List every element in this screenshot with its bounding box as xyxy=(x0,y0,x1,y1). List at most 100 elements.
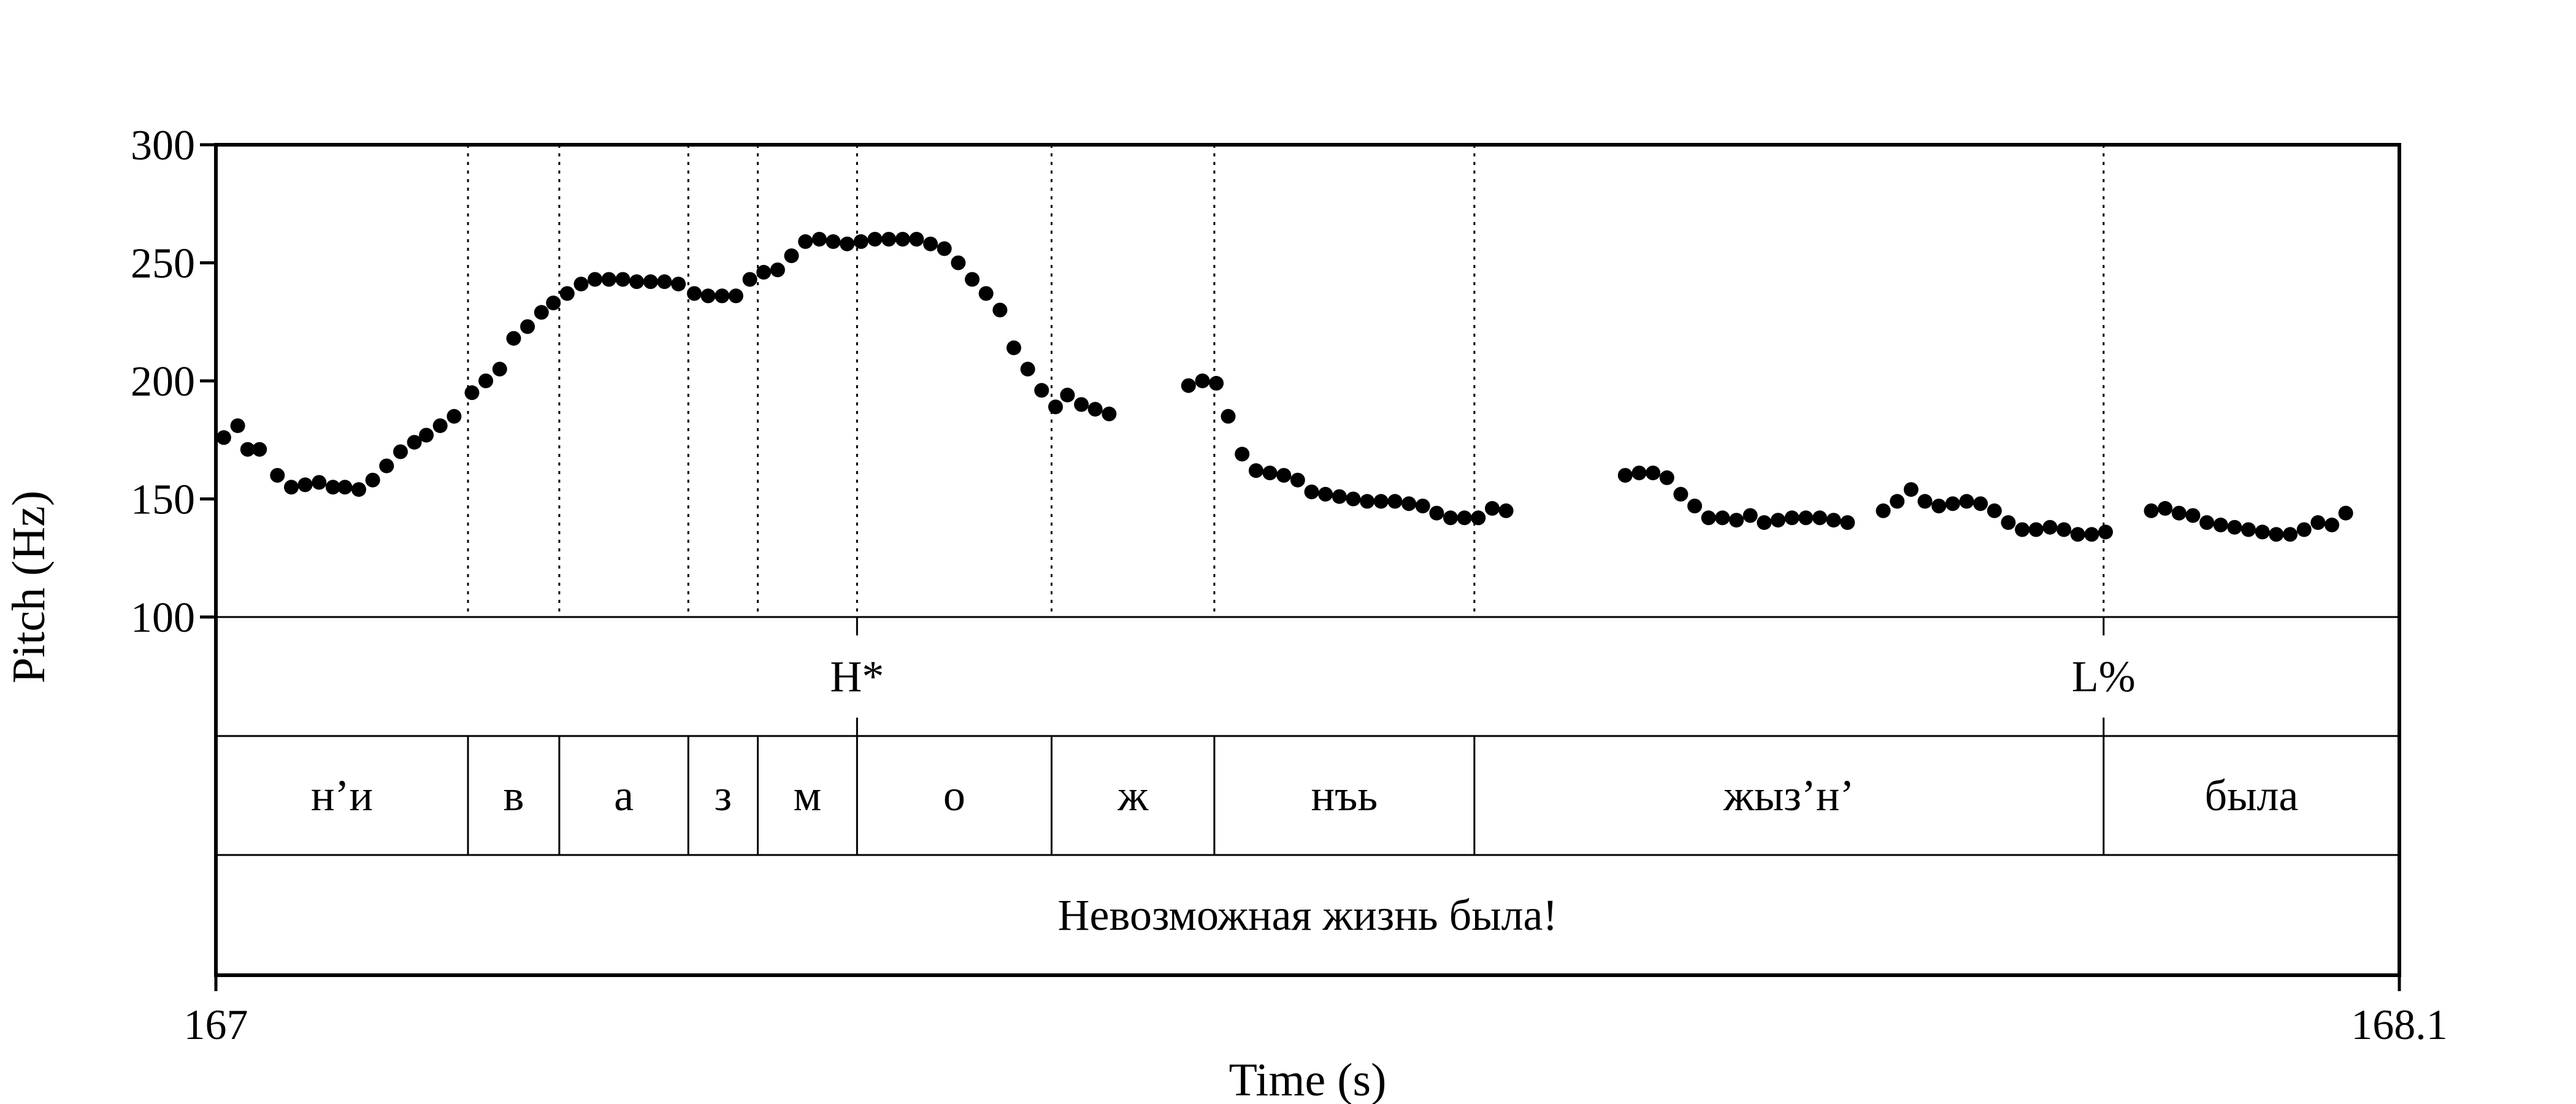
tone-label: H* xyxy=(830,652,884,701)
pitch-point xyxy=(2213,517,2228,532)
pitch-point xyxy=(1457,510,1472,526)
pitch-point xyxy=(2171,505,2187,521)
pitch-point xyxy=(1729,513,1744,528)
pitch-point xyxy=(407,435,422,450)
pitch-point xyxy=(2015,522,2030,537)
pitch-point xyxy=(1318,486,1333,502)
plot-frame xyxy=(214,143,2401,977)
pitch-point xyxy=(643,274,658,289)
segment-label: нъь xyxy=(1311,771,1378,820)
pitch-point xyxy=(1771,513,1785,528)
pitch-point xyxy=(1074,397,1089,412)
pitch-point xyxy=(1290,472,1305,488)
pitch-point xyxy=(2227,519,2242,535)
pitch-point xyxy=(937,241,952,256)
pitch-point xyxy=(492,361,507,377)
pitch-point xyxy=(2283,527,2298,542)
pitch-point xyxy=(297,477,313,493)
pitch-point xyxy=(1102,406,1117,421)
y-tick-label: 200 xyxy=(131,358,195,405)
pitch-point xyxy=(2241,522,2256,537)
pitch-point xyxy=(1917,494,1933,509)
pitch-point xyxy=(588,272,603,287)
pitch-point xyxy=(923,236,938,251)
pitch-point xyxy=(1181,378,1196,393)
pitch-point xyxy=(1812,510,1827,526)
x-tick-label: 167 xyxy=(184,1002,248,1049)
pitch-point xyxy=(464,385,480,401)
pitch-point xyxy=(534,305,549,320)
pitch-point xyxy=(1221,408,1236,424)
segment-label: в xyxy=(503,771,524,820)
pitch-point xyxy=(1931,499,1947,513)
y-tick-label: 300 xyxy=(131,122,195,169)
y-tick-label: 100 xyxy=(131,594,195,642)
pitch-point xyxy=(2098,524,2113,540)
pitch-point xyxy=(881,232,897,247)
pitch-point xyxy=(992,302,1008,318)
pitch-point xyxy=(1973,496,1988,512)
pitch-point xyxy=(506,331,521,346)
pitch-point xyxy=(811,232,827,247)
y-tick-label: 150 xyxy=(131,477,195,524)
pitch-point xyxy=(1959,494,1974,509)
pitch-point xyxy=(742,272,757,287)
pitch-point xyxy=(700,288,716,304)
pitch-point xyxy=(629,274,645,289)
pitch-point xyxy=(1757,515,1772,530)
segment-label: а xyxy=(614,771,634,820)
pitch-point xyxy=(784,248,799,263)
segment-label: з xyxy=(715,771,732,820)
segment-label: ж xyxy=(1117,771,1149,820)
pitch-point xyxy=(2338,505,2353,521)
pitch-point xyxy=(1498,503,1514,518)
pitch-point xyxy=(615,272,631,287)
tone-label: L% xyxy=(2072,652,2136,701)
segment-label: о xyxy=(943,771,965,820)
pitch-point xyxy=(951,255,966,270)
pitch-point xyxy=(2269,527,2284,542)
pitch-point xyxy=(1195,374,1210,388)
pitch-point xyxy=(1429,505,1444,521)
pitch-point xyxy=(478,374,494,388)
pitch-point xyxy=(1701,510,1716,526)
pitch-point xyxy=(312,475,327,490)
pitch-point xyxy=(1048,399,1063,415)
pitch-point xyxy=(1631,466,1647,481)
pitch-point xyxy=(325,480,340,495)
x-axis: 167 168.1 xyxy=(184,975,2448,1049)
pitch-point xyxy=(1373,494,1389,509)
pitch-point xyxy=(284,480,299,495)
pitch-point xyxy=(230,418,245,434)
pitch-point xyxy=(1876,503,1891,518)
y-tick-label: 250 xyxy=(131,240,195,288)
segment-label: была xyxy=(2204,771,2298,820)
pitch-point xyxy=(2057,522,2072,537)
pitch-point xyxy=(1235,447,1250,462)
pitch-point xyxy=(1020,361,1035,377)
pitch-point xyxy=(1840,515,1855,530)
pitch-point xyxy=(1360,494,1375,509)
segment-label: м xyxy=(794,771,822,820)
pitch-point xyxy=(559,286,575,301)
pitch-point xyxy=(1387,494,1403,509)
pitch-point xyxy=(1826,513,1841,528)
pitch-point xyxy=(365,472,380,488)
pitch-point xyxy=(715,288,730,304)
pitch-point xyxy=(1687,499,1703,513)
frame-border xyxy=(214,143,2401,977)
pitch-point xyxy=(1087,402,1103,417)
pitch-point xyxy=(895,232,910,247)
pitch-point xyxy=(2042,519,2058,535)
pitch-point xyxy=(240,442,255,457)
pitch-point xyxy=(1673,486,1689,502)
pitch-point xyxy=(1903,482,1919,497)
pitch-point xyxy=(2296,522,2312,537)
pitch-point xyxy=(2028,522,2044,537)
pitch-point xyxy=(1006,340,1021,356)
x-tick-label: 168.1 xyxy=(2351,1002,2448,1049)
pitch-point xyxy=(1332,489,1347,504)
pitch-point xyxy=(1646,466,1661,481)
segment-label: н’и xyxy=(311,771,373,820)
